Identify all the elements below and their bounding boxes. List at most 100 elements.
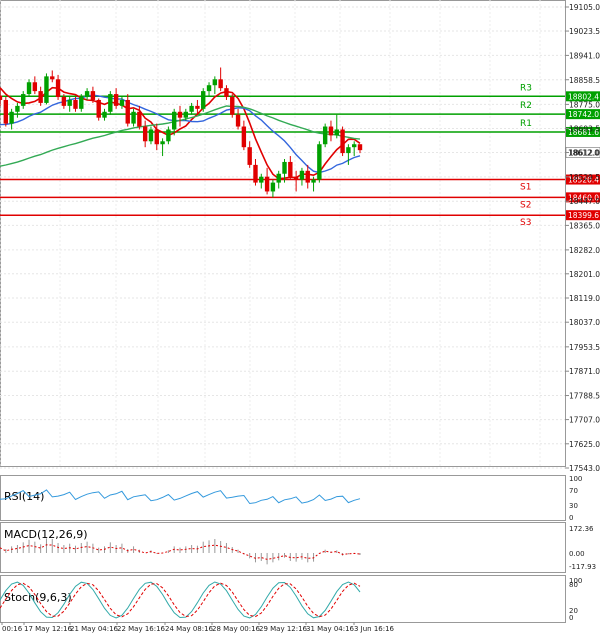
indicator-panels: RSI(14) 100 70 30 0 MACD(12,26,9) 172.36 0.00 -1… [0,475,596,622]
time-label: 31 May 04:16 [306,625,355,633]
candle-body [9,111,14,124]
time-label: 21 May 04:16 [70,625,119,633]
level-name-s1: S1 [520,183,531,193]
price-tick-label: 18693.5 [569,124,600,133]
candle-body [293,176,299,180]
candle-body [96,99,101,118]
candle-body [148,129,154,142]
indicator-axis-label: 172.36 [569,525,594,533]
price-tick-label: 18612.0 [569,149,600,158]
candle-body [218,79,223,89]
candle-body [15,105,20,112]
level-price-label: 18802.4 [568,92,599,101]
candle-body [166,129,171,142]
indicator-label: MACD(12,26,9) [4,528,88,541]
candle-body [322,126,328,145]
time-label: 28 May 00:16 [212,625,261,633]
candle-body [119,99,125,106]
level-price-box [566,91,600,102]
candle-body [270,182,276,192]
candle-body [102,111,107,118]
candle-body [61,97,67,106]
candle-body [235,114,241,127]
candle-body [177,111,183,118]
candle-body [288,161,293,177]
price-tick-label: 17871.0 [569,367,600,376]
candle-body [253,164,258,183]
price-axis: 19105.0 19023.5 18941.0 18858.5 18775.0 18693… [565,3,600,473]
candle-body [125,99,130,124]
candle-body [113,94,119,106]
price-grid [0,0,565,469]
current-price-label: 18612.0 [568,149,599,158]
level-price-label: 18520.4 [568,176,599,185]
indicator-axis-label: 70 [569,487,578,495]
candle-body [346,147,351,154]
support-resistance-levels: R3 18802.4 R2 18742.0 R1 18681.6 S1 18520.4 S2 18… [0,83,600,228]
price-tick-label: 18775.0 [569,100,600,109]
candle-body [142,126,148,142]
level-name-r1: R1 [520,119,532,129]
candle-body [201,91,206,109]
indicator-axis-label: 100 [569,577,582,585]
candle-body [299,170,305,180]
candle-body [206,85,212,92]
indicator-axis-label: 20 [569,607,578,615]
candle-body [189,105,194,112]
price-tick-label: 17707.0 [569,416,600,425]
level-name-s2: S2 [520,200,531,210]
candle-body [224,88,229,98]
candle-body [90,91,96,100]
time-label: 3 Jun 16:16 [354,625,395,633]
candle-body [21,94,26,106]
level-price-label: 18742.0 [568,110,599,119]
time-label: 29 May 12:16 [259,625,308,633]
candle-body [67,99,72,106]
candle-body [328,126,334,136]
candle-body [195,105,200,109]
candle-body [73,99,78,109]
candle-body [357,144,363,151]
candle-body [0,95,3,100]
candle-body [247,147,252,165]
level-name-r2: R2 [520,101,532,111]
indicator-label: Stoch(9,6,3) [4,591,72,604]
candle-body [282,161,287,174]
candle-body [154,129,159,145]
indicator-axis-label: -117.93 [569,563,596,571]
candle-body [259,176,264,183]
price-tick-label: 18201.0 [569,270,600,279]
candle-body [305,170,310,183]
level-price-label: 18681.6 [568,128,599,137]
candle-body [44,76,49,103]
candle-body [171,111,177,130]
candle-body [3,99,9,124]
candlesticks [0,67,363,198]
indicator-axis-label: 0 [569,614,573,622]
candle-body [311,179,316,183]
time-label: 17 May 12:16 [24,625,73,633]
price-tick-label: 18119.0 [569,294,600,303]
rsi-line [0,489,361,505]
level-price-box [566,192,600,203]
level-name-r3: R3 [520,83,532,93]
level-name-s3: S3 [520,218,531,228]
candle-body [183,111,189,118]
candle-body [32,82,38,92]
indicator-label: RSI(14) [4,490,44,503]
indicator-axis-label: 0.00 [569,550,585,558]
time-label: 00:16 [2,625,23,633]
level-price-box [566,126,600,137]
stoch-main-line [0,581,361,619]
level-price-label: 18399.6 [568,211,599,220]
level-price-label: 18460.0 [568,193,599,202]
candle-body [241,126,247,148]
time-label: 24 May 08:16 [165,625,214,633]
indicator-axis-label: 0 [569,514,573,522]
candle-body [334,129,339,136]
candle-body [137,111,142,127]
price-tick-label: 17788.5 [569,392,600,401]
price-tick-label: 18037.0 [569,318,600,327]
candle-body [79,97,84,109]
